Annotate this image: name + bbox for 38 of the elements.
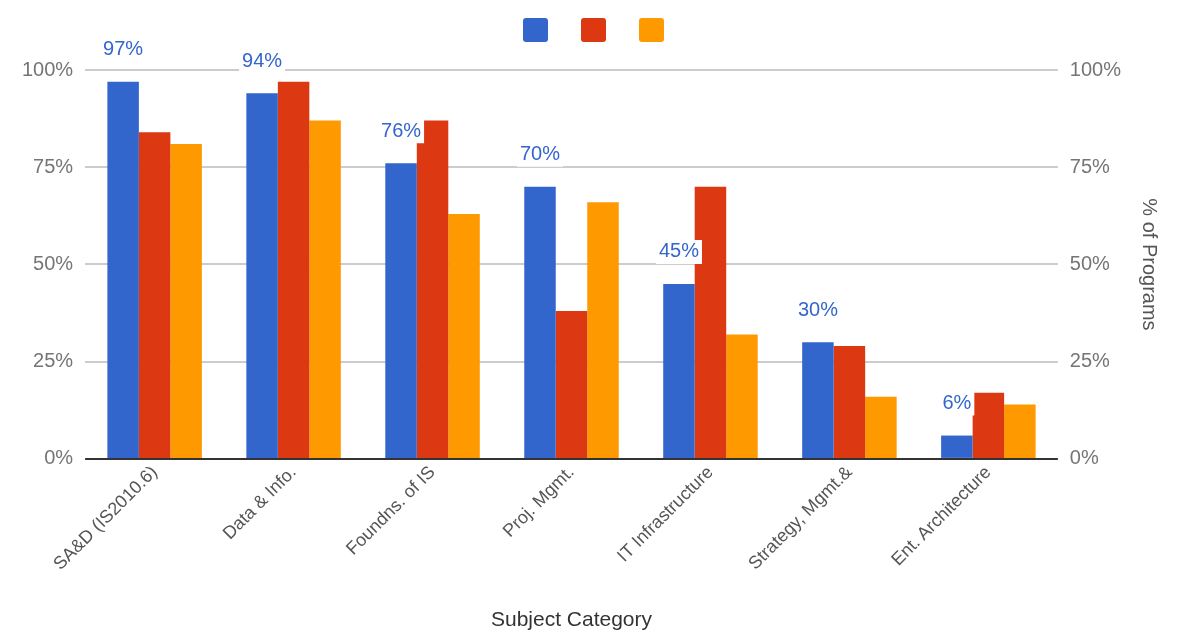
data-label: 76% — [381, 118, 422, 141]
bar — [385, 163, 417, 458]
bar — [277, 81, 310, 458]
bar — [170, 143, 202, 458]
data-label: 45% — [658, 239, 700, 262]
y-tick-label: 50% — [33, 251, 74, 274]
x-axis-title: Subject Category — [490, 607, 653, 631]
bar — [1004, 404, 1036, 458]
y2-tick-label: 0% — [1069, 446, 1099, 469]
y2-tick-label: 100% — [1069, 57, 1122, 80]
y-tick-label: 25% — [33, 349, 74, 372]
bar — [138, 132, 171, 458]
y2-axis-title: % of Programs — [1139, 198, 1162, 331]
bar — [448, 213, 480, 458]
bar — [726, 334, 758, 458]
y-tick-label: 100% — [22, 57, 74, 80]
bar — [524, 186, 556, 458]
bar — [972, 392, 1005, 458]
bar — [802, 342, 834, 458]
bar — [555, 311, 588, 458]
bar — [663, 283, 695, 458]
y2-tick-label: 75% — [1069, 154, 1111, 177]
data-label: 70% — [519, 142, 561, 165]
bar — [107, 81, 139, 458]
bar — [309, 120, 341, 458]
y-tick-label: 0% — [44, 446, 74, 469]
y-tick-label: 75% — [33, 154, 74, 177]
data-label: 94% — [242, 48, 283, 71]
bar — [941, 435, 973, 458]
y2-tick-label: 50% — [1069, 251, 1111, 274]
bar — [833, 346, 866, 458]
y2-tick-label: 25% — [1069, 349, 1111, 372]
data-label: 30% — [797, 297, 839, 320]
bar — [587, 202, 619, 458]
bar — [246, 93, 278, 458]
bar — [865, 396, 897, 458]
data-label: 6% — [942, 391, 972, 414]
data-label: 97% — [103, 37, 144, 60]
